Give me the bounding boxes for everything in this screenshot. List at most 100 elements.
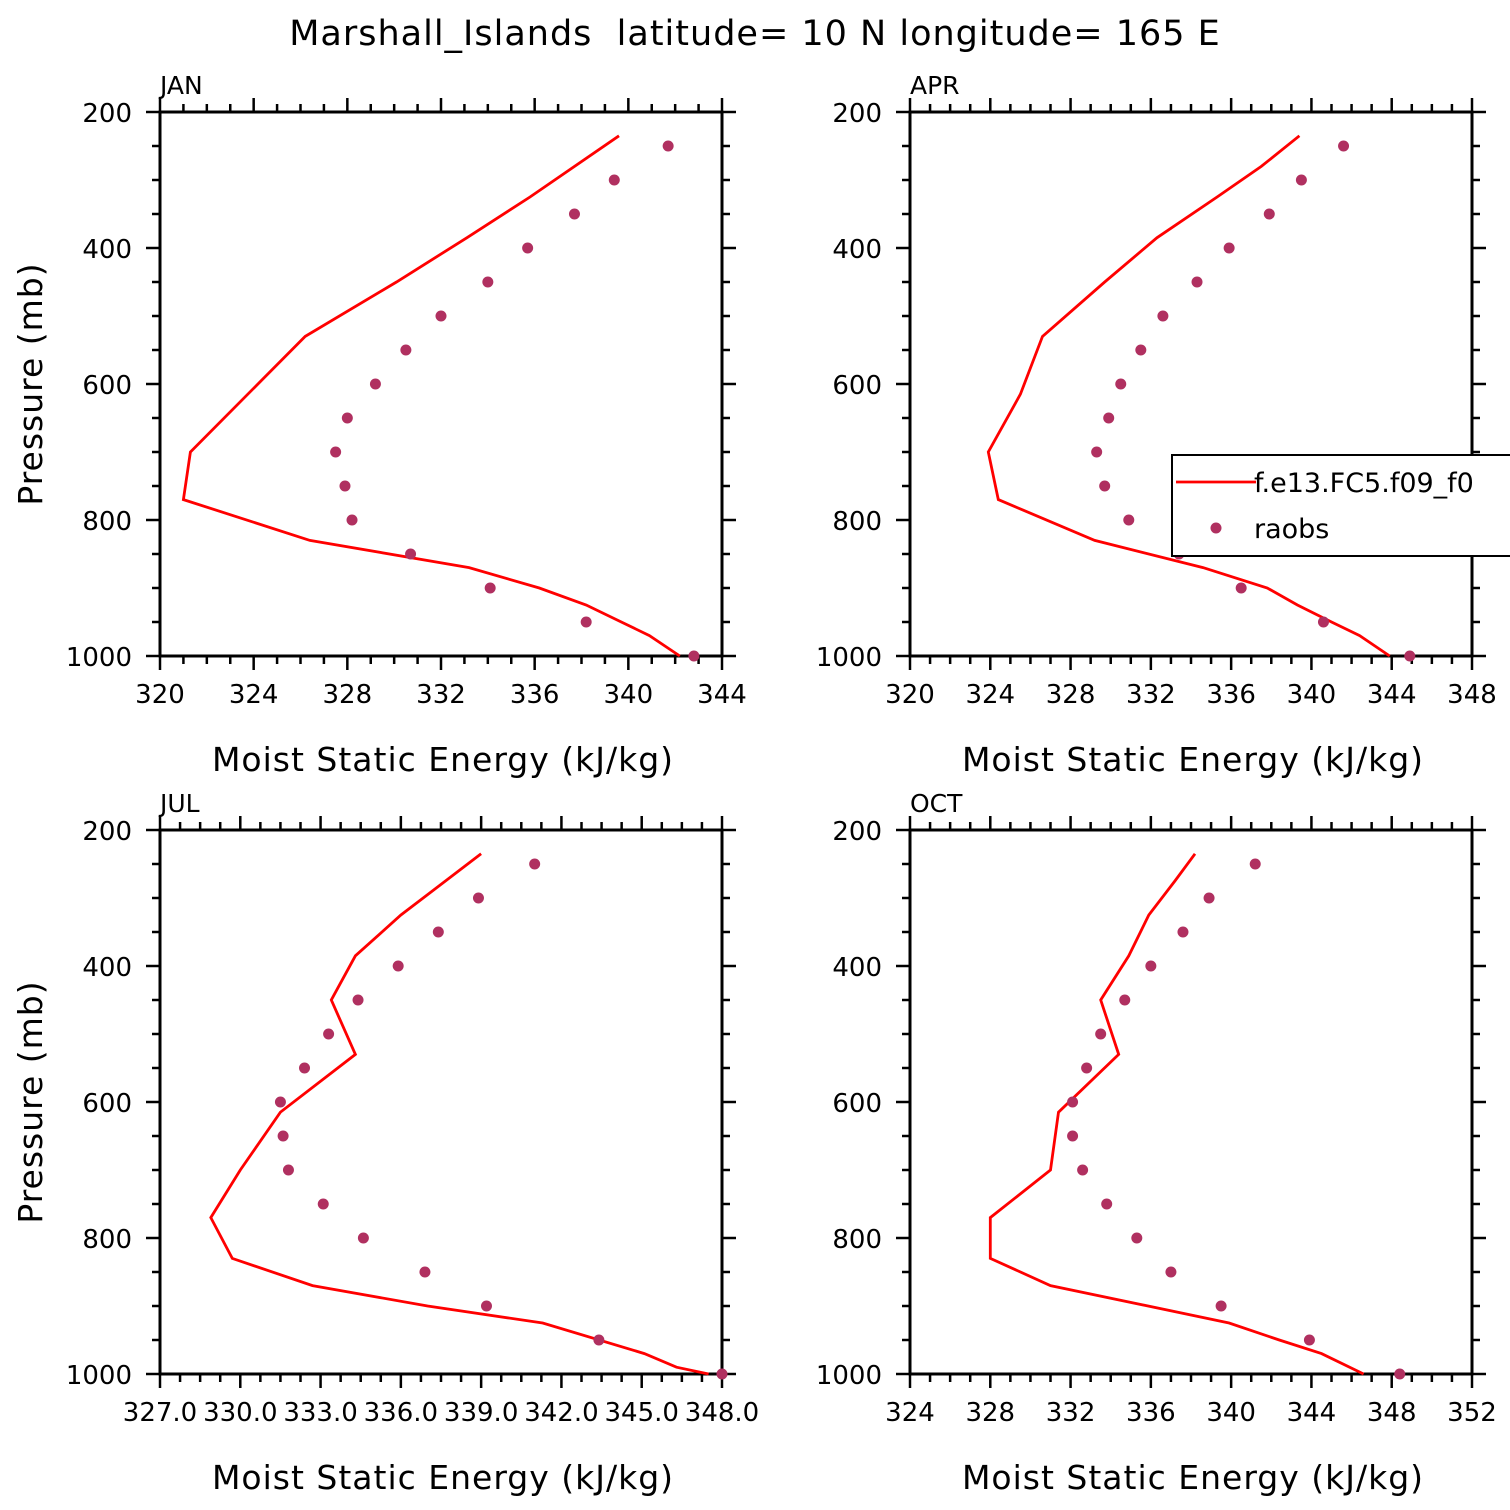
raobs-point bbox=[1103, 412, 1115, 424]
x-axis-title: Moist Static Energy (kJ/kg) bbox=[962, 1458, 1424, 1497]
raobs-point bbox=[400, 344, 412, 356]
x-tick-label: 324 bbox=[885, 1398, 935, 1428]
raobs-point bbox=[1135, 344, 1147, 356]
plot-frame bbox=[158, 828, 724, 1376]
legend-label: f.e13.FC5.f09_f0 bbox=[1254, 468, 1474, 499]
raobs-point bbox=[1067, 1130, 1079, 1142]
x-tick-label: 344 bbox=[1367, 680, 1417, 710]
y-tick-label: 800 bbox=[82, 1225, 132, 1255]
raobs-point bbox=[1338, 140, 1350, 152]
raobs-point bbox=[274, 1096, 286, 1108]
y-tick-label: 800 bbox=[832, 1225, 882, 1255]
x-tick-label: 348 bbox=[1367, 1398, 1417, 1428]
x-tick-label: 333.0 bbox=[283, 1398, 357, 1428]
raobs-point bbox=[1177, 926, 1189, 938]
y-axis-title: Pressure (mb) bbox=[11, 262, 50, 505]
y-tick-label: 600 bbox=[832, 1089, 882, 1119]
raobs-point bbox=[1317, 616, 1329, 628]
legend-label: raobs bbox=[1254, 514, 1329, 545]
raobs-point bbox=[1115, 378, 1127, 390]
panel-oct: 324 328 332 336 340 344 348 352 200 400 600 800 1000… bbox=[816, 789, 1497, 1497]
panel-label: OCT bbox=[910, 789, 963, 818]
x-tick-label: 320 bbox=[885, 680, 935, 710]
model-series-line bbox=[986, 134, 1391, 658]
raobs-point bbox=[1235, 582, 1247, 594]
raobs-point bbox=[1394, 1368, 1406, 1380]
raobs-point bbox=[346, 514, 358, 526]
raobs-point bbox=[1165, 1266, 1177, 1278]
raobs-point bbox=[1099, 480, 1111, 492]
raobs-point bbox=[1404, 650, 1416, 662]
raobs-point bbox=[568, 208, 580, 220]
x-tick-label: 342.0 bbox=[524, 1398, 598, 1428]
y-axis-title: Pressure (mb) bbox=[11, 980, 50, 1223]
raobs-point bbox=[484, 582, 496, 594]
x-tick-label: 344 bbox=[697, 680, 747, 710]
x-tick-label: 340 bbox=[604, 680, 654, 710]
y-tick-label: 200 bbox=[82, 99, 132, 129]
y-tick-label: 800 bbox=[82, 507, 132, 537]
x-tick-label: 336.0 bbox=[364, 1398, 438, 1428]
raobs-point bbox=[1101, 1198, 1113, 1210]
x-tick-label: 345.0 bbox=[604, 1398, 678, 1428]
x-tick-label: 332 bbox=[416, 680, 466, 710]
raobs-point bbox=[608, 174, 620, 186]
raobs-point bbox=[392, 960, 404, 972]
model-series-line bbox=[988, 852, 1365, 1376]
raobs-point bbox=[330, 446, 342, 458]
raobs-point bbox=[1123, 514, 1135, 526]
x-axis-title: Moist Static Energy (kJ/kg) bbox=[212, 1458, 674, 1497]
y-tick-label: 200 bbox=[82, 817, 132, 847]
raobs-point bbox=[1067, 1096, 1079, 1108]
raobs-point bbox=[1191, 276, 1203, 288]
y-tick-label: 1000 bbox=[816, 643, 882, 673]
raobs-point bbox=[1203, 892, 1215, 904]
raobs-point bbox=[1249, 858, 1261, 870]
x-tick-label: 328 bbox=[323, 680, 373, 710]
y-tick-label: 200 bbox=[832, 817, 882, 847]
x-tick-label: 332 bbox=[1046, 1398, 1096, 1428]
raobs-point bbox=[1091, 446, 1103, 458]
model-series-line bbox=[209, 852, 709, 1376]
y-tick-label: 600 bbox=[82, 1089, 132, 1119]
x-tick-label: 327.0 bbox=[123, 1398, 197, 1428]
plot-frame bbox=[908, 828, 1474, 1376]
raobs-point bbox=[480, 1300, 492, 1312]
raobs-point bbox=[662, 140, 674, 152]
x-tick-label: 330.0 bbox=[203, 1398, 277, 1428]
y-tick-label: 600 bbox=[832, 371, 882, 401]
model-series-line bbox=[181, 134, 681, 658]
x-tick-label: 339.0 bbox=[444, 1398, 518, 1428]
panel-apr: 320 324 328 332 336 340 344 348 200 400 600 800 1000… bbox=[816, 71, 1510, 779]
raobs-point bbox=[357, 1232, 369, 1244]
x-tick-label: 336 bbox=[1206, 680, 1256, 710]
x-tick-label: 324 bbox=[229, 680, 279, 710]
raobs-point bbox=[419, 1266, 431, 1278]
raobs-point bbox=[435, 310, 447, 322]
raobs-point bbox=[716, 1368, 728, 1380]
x-tick-label: 336 bbox=[1126, 1398, 1176, 1428]
y-tick-label: 400 bbox=[832, 953, 882, 983]
raobs-point bbox=[1081, 1062, 1093, 1074]
x-tick-label: 328 bbox=[1046, 680, 1096, 710]
y-tick-label: 800 bbox=[832, 507, 882, 537]
raobs-point bbox=[1223, 242, 1235, 254]
raobs-point bbox=[1215, 1300, 1227, 1312]
raobs-point bbox=[482, 276, 494, 288]
y-tick-label: 1000 bbox=[66, 1361, 132, 1391]
x-tick-label: 340 bbox=[1206, 1398, 1256, 1428]
x-tick-label: 352 bbox=[1447, 1398, 1497, 1428]
legend-dot-swatch bbox=[1210, 522, 1222, 534]
raobs-point bbox=[593, 1334, 605, 1346]
y-tick-label: 400 bbox=[82, 953, 132, 983]
raobs-point bbox=[1119, 994, 1131, 1006]
raobs-point bbox=[323, 1028, 335, 1040]
raobs-point bbox=[472, 892, 484, 904]
x-tick-label: 348.0 bbox=[685, 1398, 759, 1428]
x-axis-title: Moist Static Energy (kJ/kg) bbox=[962, 740, 1424, 779]
raobs-point bbox=[529, 858, 541, 870]
raobs-point bbox=[352, 994, 364, 1006]
panel-label: APR bbox=[910, 71, 960, 100]
raobs-point bbox=[1303, 1334, 1315, 1346]
